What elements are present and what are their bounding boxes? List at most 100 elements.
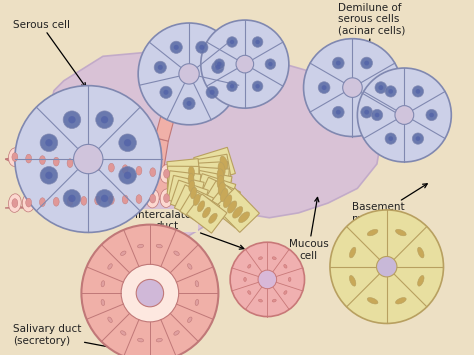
Ellipse shape (39, 156, 46, 164)
Ellipse shape (133, 162, 146, 180)
Circle shape (268, 62, 273, 66)
Polygon shape (194, 174, 236, 211)
Ellipse shape (160, 189, 173, 207)
Ellipse shape (418, 275, 424, 286)
Ellipse shape (136, 195, 142, 203)
Circle shape (186, 101, 191, 106)
Ellipse shape (108, 317, 112, 322)
Ellipse shape (9, 194, 21, 212)
Polygon shape (150, 138, 168, 170)
Circle shape (199, 45, 204, 50)
Ellipse shape (36, 193, 49, 212)
Circle shape (210, 90, 215, 95)
Ellipse shape (105, 191, 118, 209)
Ellipse shape (64, 154, 76, 173)
Ellipse shape (198, 201, 205, 212)
Circle shape (124, 139, 131, 146)
Circle shape (252, 81, 263, 92)
Circle shape (372, 109, 383, 121)
Ellipse shape (39, 198, 46, 207)
Circle shape (388, 89, 393, 94)
Polygon shape (187, 194, 227, 233)
Ellipse shape (81, 160, 87, 169)
Ellipse shape (105, 158, 118, 177)
Ellipse shape (119, 160, 132, 179)
Circle shape (170, 41, 182, 53)
Ellipse shape (367, 297, 378, 304)
Circle shape (160, 86, 172, 98)
Circle shape (318, 82, 330, 93)
Ellipse shape (349, 247, 356, 258)
Circle shape (183, 97, 195, 110)
Polygon shape (168, 175, 204, 207)
Circle shape (336, 61, 341, 65)
Polygon shape (208, 185, 252, 228)
Circle shape (119, 166, 137, 184)
Ellipse shape (238, 212, 250, 223)
Ellipse shape (120, 251, 126, 256)
Circle shape (173, 45, 179, 50)
Polygon shape (192, 154, 232, 187)
Ellipse shape (122, 165, 128, 174)
Ellipse shape (91, 191, 104, 210)
Circle shape (45, 139, 53, 146)
Ellipse shape (164, 169, 170, 178)
Circle shape (121, 264, 179, 322)
Ellipse shape (150, 194, 155, 203)
Ellipse shape (36, 151, 49, 169)
Text: Intercalated
duct: Intercalated duct (135, 210, 244, 249)
Polygon shape (201, 181, 246, 223)
Circle shape (201, 20, 289, 108)
Ellipse shape (188, 264, 192, 269)
Polygon shape (5, 149, 176, 233)
Circle shape (426, 109, 437, 121)
Circle shape (375, 113, 380, 118)
Text: Demilune of
serous cells
(acinar cells): Demilune of serous cells (acinar cells) (338, 2, 405, 67)
Circle shape (412, 133, 424, 144)
Circle shape (230, 40, 234, 44)
Ellipse shape (188, 317, 192, 322)
Ellipse shape (244, 277, 246, 282)
Ellipse shape (288, 277, 291, 282)
Circle shape (330, 210, 444, 323)
Ellipse shape (67, 159, 73, 168)
Text: Basement
membrane: Basement membrane (353, 184, 427, 224)
Ellipse shape (150, 168, 155, 176)
Circle shape (158, 65, 163, 70)
Ellipse shape (109, 163, 114, 172)
Circle shape (63, 190, 81, 207)
Ellipse shape (77, 155, 90, 174)
Ellipse shape (258, 257, 263, 260)
Ellipse shape (217, 175, 224, 189)
Ellipse shape (109, 196, 114, 204)
Circle shape (332, 106, 344, 118)
Ellipse shape (220, 156, 228, 169)
Circle shape (378, 85, 383, 90)
Ellipse shape (248, 264, 251, 268)
Ellipse shape (174, 251, 179, 256)
Ellipse shape (156, 338, 162, 342)
Ellipse shape (22, 193, 35, 212)
Circle shape (412, 86, 424, 97)
Text: Salivary duct
(secretory): Salivary duct (secretory) (13, 324, 146, 355)
Polygon shape (49, 51, 382, 237)
Polygon shape (163, 79, 183, 112)
Circle shape (73, 144, 103, 174)
Polygon shape (180, 190, 220, 228)
Circle shape (332, 57, 344, 69)
Circle shape (63, 111, 81, 129)
Circle shape (124, 172, 131, 179)
Circle shape (303, 39, 401, 137)
Ellipse shape (81, 196, 87, 205)
Circle shape (101, 116, 108, 124)
Circle shape (138, 23, 240, 125)
Ellipse shape (272, 257, 276, 260)
Circle shape (236, 55, 254, 73)
Ellipse shape (136, 166, 142, 175)
Circle shape (164, 90, 169, 95)
Ellipse shape (122, 195, 128, 204)
Ellipse shape (146, 189, 159, 208)
Ellipse shape (108, 264, 112, 269)
Ellipse shape (12, 153, 18, 162)
Circle shape (416, 89, 420, 94)
